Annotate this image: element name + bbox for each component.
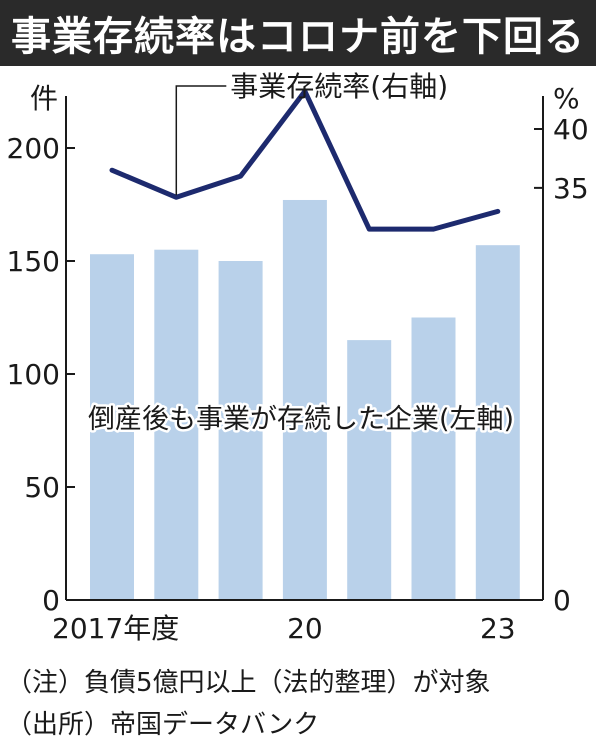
chart-title: 事業存続率はコロナ前を下回る <box>0 0 596 66</box>
combo-chart: 0 50 100 150 200 件 0 35 40% 2017年度 20 23 事業存続率(右軸) 倒産… <box>7 70 589 645</box>
source-text: （出所）帝国データバンク <box>6 710 320 740</box>
right-tick-label-0: 0 <box>553 584 571 617</box>
x-tick-label-3: 20 <box>287 612 323 645</box>
bar-0 <box>90 254 134 600</box>
left-tick-label-150: 150 <box>7 245 60 278</box>
x-tick-label-6: 23 <box>480 612 516 645</box>
left-tick-label-200: 200 <box>7 132 60 165</box>
bar-5 <box>411 317 456 600</box>
bar-1 <box>154 249 199 600</box>
right-tick-label-35: 35 <box>553 172 589 205</box>
bar-6 <box>475 245 520 600</box>
rate-label-leader <box>175 85 227 196</box>
right-tick-label-40: 40 <box>553 113 589 146</box>
right-axis-unit: % <box>553 82 580 115</box>
bar-4 <box>347 340 392 600</box>
left-tick-label-50: 50 <box>24 471 60 504</box>
axes <box>65 96 544 601</box>
bar-series-label: 倒産後も事業が存続した企業(左軸) <box>88 404 514 435</box>
bar-2 <box>218 261 263 600</box>
rate-series-label: 事業存続率(右軸) <box>230 70 448 103</box>
line-series <box>109 88 501 232</box>
left-axis-unit: 件 <box>30 82 58 115</box>
chart-labels: 0 50 100 150 200 件 0 35 40% 2017年度 20 23 事業存続率(右軸) 倒産… <box>7 70 589 645</box>
left-tick-label-0: 0 <box>42 584 60 617</box>
bar-3 <box>282 199 327 601</box>
note-text: （注）負債5億円以上（法的整理）が対象 <box>6 668 491 698</box>
x-tick-label-0: 2017年度 <box>52 612 179 645</box>
left-tick-label-100: 100 <box>7 358 60 391</box>
bar-series <box>90 199 520 601</box>
